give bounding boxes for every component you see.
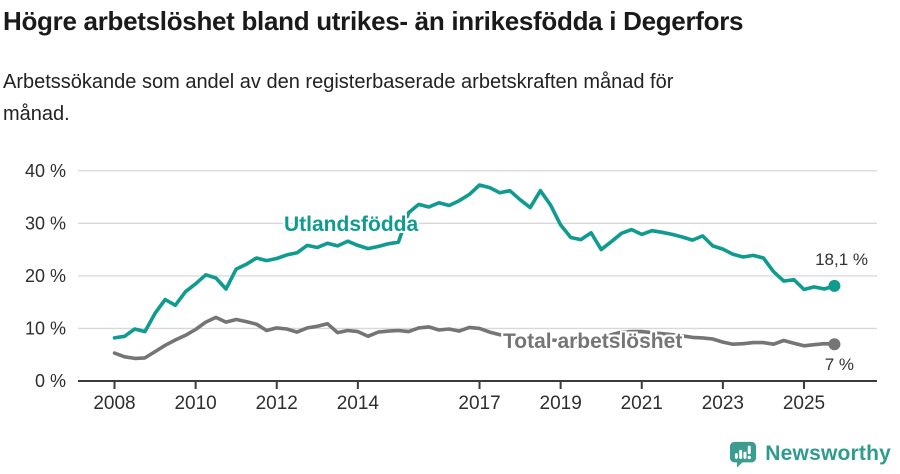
x-axis-tick-label: 2010 [174,393,216,414]
x-axis-tick-label: 2019 [540,393,582,414]
x-axis-tick-label: 2017 [458,393,500,414]
x-axis-tick-label: 2025 [783,393,825,414]
newsworthy-logo-text: Newsworthy [765,442,891,465]
series-label-total-arbetsloshet: Total arbetslöshet [503,330,683,353]
x-axis-tick-label: 2012 [256,393,298,414]
series-end-dot-utlandsf-dda [828,279,841,292]
y-axis-tick-label: 40 % [25,161,66,181]
x-axis-tick-label: 2023 [702,393,744,414]
x-axis-tick-label: 2021 [621,393,663,414]
x-axis-tick-label: 2008 [93,393,135,414]
newsworthy-logo: Newsworthy [729,440,891,468]
series-line-utlandsf-dda [112,183,837,340]
y-axis-tick-label: 20 % [25,266,66,286]
chart-subtitle: Arbetssökande som andel av den registerb… [3,71,674,125]
end-value-label-utlandsfodda: 18,1 % [815,250,868,269]
series-end-dot-total-arbetsl-shet [828,338,841,351]
x-axis-tick-label: 2014 [337,393,380,414]
page-title: Högre arbetslöshet bland utrikes- än inr… [3,6,744,36]
end-value-label-total: 7 % [824,355,854,374]
y-axis-tick-label: 10 % [25,318,66,338]
series-line-total-arbetsl-shet [112,315,837,361]
newsworthy-bubble-chart-icon [730,441,757,468]
series-label-utlandsfodda: Utlandsfödda [284,213,419,236]
y-axis-tick-label: 30 % [25,213,66,233]
y-axis-tick-label: 0 % [35,371,66,391]
